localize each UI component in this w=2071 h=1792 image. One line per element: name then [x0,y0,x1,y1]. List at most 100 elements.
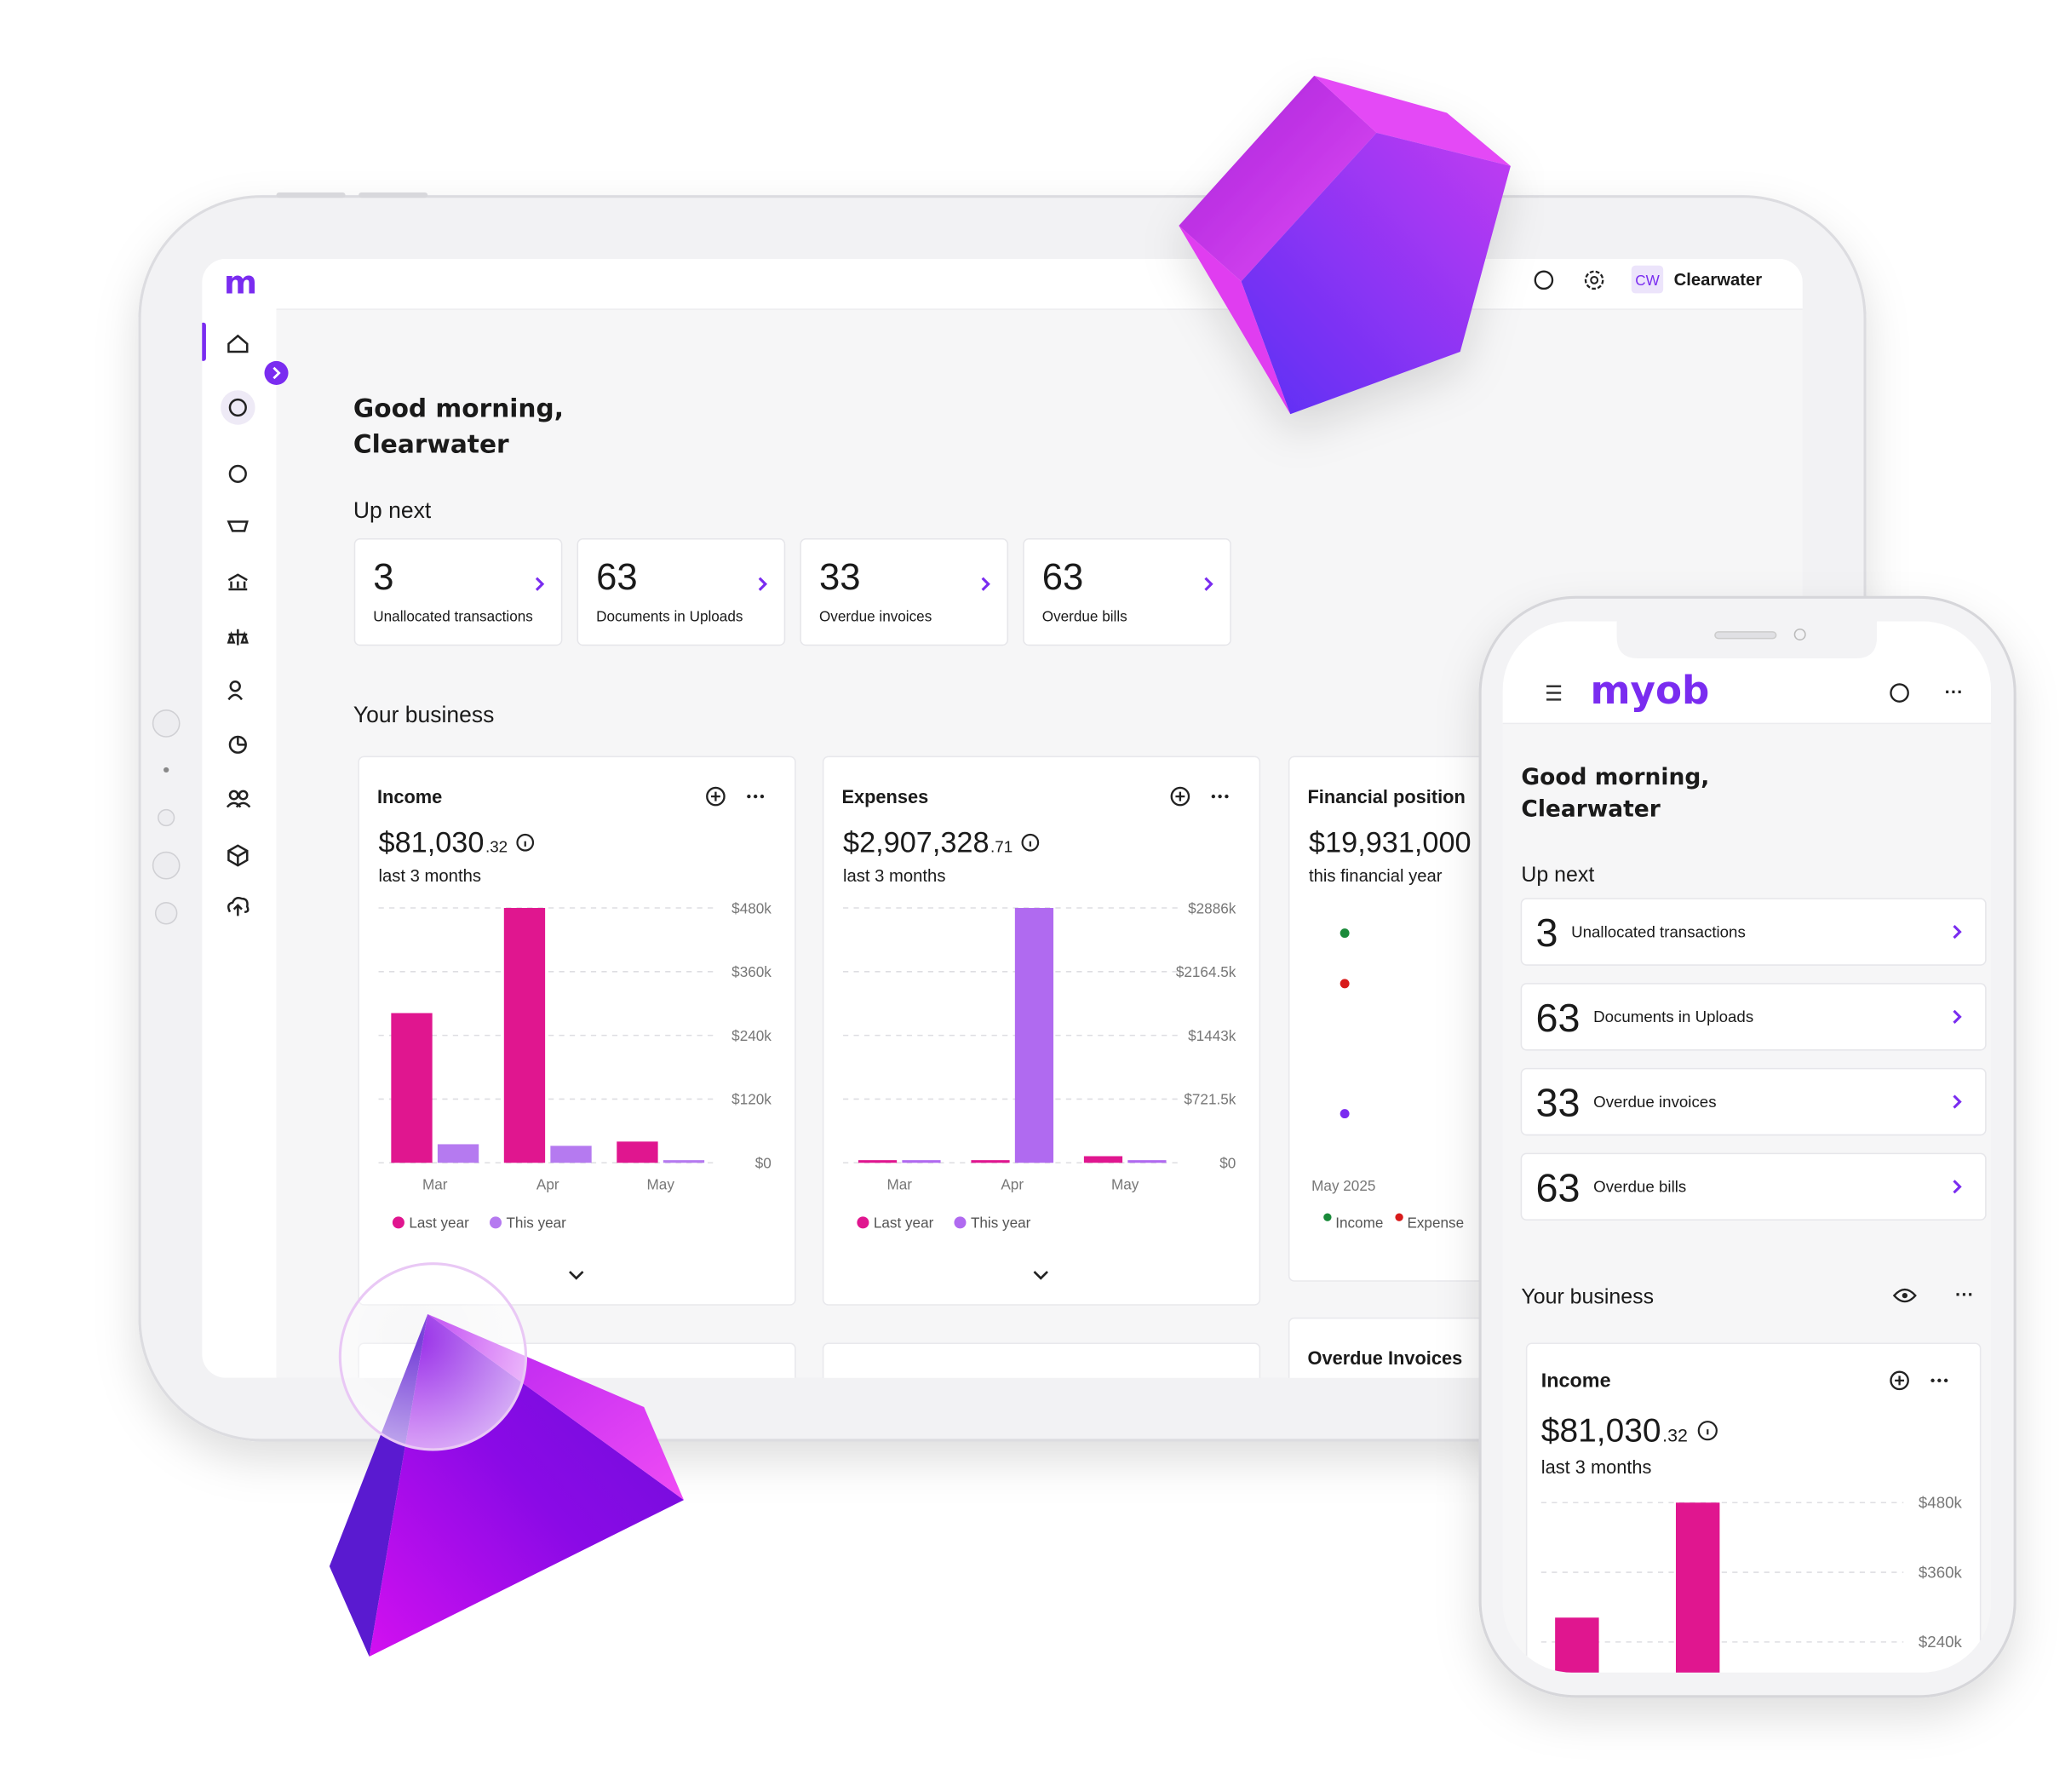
legend-label[interactable]: Income [1335,1215,1383,1232]
tablet-button [359,192,428,198]
active-indicator [202,322,206,361]
chevron[interactable] [981,577,990,591]
create-icon[interactable] [228,398,247,417]
legend-label[interactable]: Last year [409,1215,469,1232]
bar[interactable] [1555,1617,1599,1781]
avatar[interactable] [1631,265,1664,294]
expand-button[interactable] [264,360,289,385]
legend-label[interactable]: This year [506,1215,566,1232]
up-next-card[interactable] [1023,537,1231,646]
chevron[interactable] [1204,577,1213,591]
contacts-icon[interactable] [228,790,239,801]
up-next-row[interactable] [1520,1067,1987,1136]
phone-screen: myob ··· Good morning, Clearwater Up nex… [1502,621,1992,1782]
bar[interactable] [1797,1758,1840,1781]
chevron[interactable] [535,577,545,591]
info-icon[interactable] [516,833,535,852]
bar[interactable] [902,1160,941,1163]
chevron[interactable] [1953,924,1962,939]
more-dot[interactable] [1930,1378,1935,1383]
up-next-card[interactable] [353,537,563,646]
up-next-count: 63 [1042,557,1084,598]
bar[interactable] [1014,908,1054,1163]
legend-swatch [392,1216,404,1229]
expand-chevron[interactable] [569,1271,584,1280]
upload-icon[interactable] [227,896,250,916]
speaker [1714,631,1777,640]
settings-icon-core [1590,275,1599,284]
up-next-row[interactable] [1520,1152,1987,1221]
bar[interactable] [391,1013,433,1163]
up-next-label: Overdue bills [1042,607,1127,624]
bar[interactable] [1725,1763,1769,1782]
add-icon[interactable] [1170,786,1190,807]
more-dot[interactable] [1211,794,1216,799]
brand: myob [1590,668,1709,713]
x-tick-label: Apr [536,1175,559,1192]
expand-chevron[interactable] [1033,1271,1048,1280]
up-next-row[interactable] [1520,983,1987,1051]
add-icon[interactable] [1890,1370,1909,1391]
amount: $2,907,328 [843,827,989,859]
up-next-card[interactable] [577,537,786,646]
user-name[interactable]: Clearwater [1674,271,1763,290]
section-title: Up next [353,497,432,523]
settings-icon[interactable] [1584,270,1604,290]
bar[interactable] [1604,1761,1648,1782]
bar[interactable] [617,1141,658,1163]
purchases-icon[interactable] [227,520,249,532]
x-tick-label: May 2025 [1311,1177,1375,1194]
info-icon[interactable] [1697,1421,1718,1441]
up-next-card[interactable] [800,537,1009,646]
card-title: Income [1541,1370,1611,1392]
bar[interactable] [437,1144,479,1163]
bar[interactable] [858,1160,898,1163]
legend-label[interactable]: Last year [874,1215,934,1232]
bar[interactable] [550,1146,592,1163]
bar[interactable] [1127,1160,1167,1163]
greeting: Good morning, [1521,764,1709,790]
card-title: Financial position [1307,786,1465,807]
menu-icon[interactable] [1546,685,1562,701]
help-icon[interactable] [1534,270,1554,290]
notch [1616,621,1878,659]
more-icon[interactable]: ··· [1945,681,1964,703]
sales-icon[interactable] [228,464,247,483]
up-next-label: Documents in Uploads [596,607,743,624]
visibility-icon[interactable] [1892,1288,1917,1303]
amount: $81,030 [1541,1413,1661,1450]
home-icon[interactable] [227,334,249,353]
bar[interactable] [1675,1502,1720,1781]
card-period: this financial year [1309,867,1443,886]
banking-icon[interactable] [227,573,248,591]
info-icon[interactable] [1021,833,1040,852]
card-period: last 3 months [843,867,945,886]
more-dot [760,794,765,799]
legend-label[interactable]: This year [971,1215,1031,1232]
accounting-icon[interactable] [227,629,249,646]
more-dot[interactable] [747,794,751,799]
bar[interactable] [503,908,546,1163]
amount-cents: .71 [990,838,1013,856]
chevron[interactable] [1953,1094,1962,1109]
bar[interactable] [663,1160,705,1163]
add-icon[interactable] [706,786,726,807]
chevron[interactable] [1953,1180,1962,1194]
up-next-count: 63 [1536,1165,1580,1209]
payroll-icon[interactable] [229,681,241,692]
help-icon[interactable] [1890,683,1909,703]
inventory-icon[interactable] [227,844,249,867]
chevron[interactable] [1953,1009,1962,1024]
chevron[interactable] [758,577,768,591]
legend-label[interactable]: Expense [1407,1215,1464,1232]
bar[interactable] [971,1160,1010,1163]
up-next-row[interactable] [1520,898,1987,966]
lens [338,1262,528,1451]
y-tick-label: $721.5k [1184,1091,1236,1108]
bar[interactable] [1083,1156,1123,1163]
more-icon[interactable]: ··· [1955,1284,1974,1305]
bar[interactable] [1845,1778,1889,1781]
tablet-button [152,709,181,738]
up-next-count: 63 [596,557,638,598]
